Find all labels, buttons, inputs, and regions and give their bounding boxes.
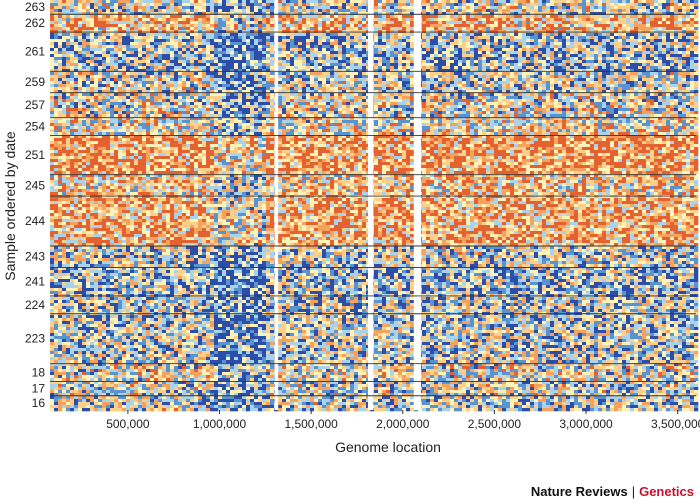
- x-tick-labels: 500,000 1,000,000 1,500,000 2,000,000 2,500,…: [106, 410, 700, 431]
- x-tick-label: 3,500,000: [651, 417, 700, 431]
- y-tick-label-241: 241: [25, 275, 45, 289]
- y-tick-label-243: 243: [25, 250, 45, 264]
- gap-2: [414, 0, 421, 410]
- y-tick-label-263: 263: [25, 0, 45, 14]
- x-axis-title: Genome location: [335, 439, 441, 455]
- y-tick-label-224: 224: [25, 298, 45, 312]
- gap-1: [368, 0, 373, 410]
- y-axis-title: Sample ordered by date: [2, 131, 18, 281]
- x-tick-label: 2,500,000: [468, 417, 522, 431]
- x-tick-label: 3,000,000: [559, 417, 613, 431]
- y-tick-label-254: 254: [25, 120, 45, 134]
- journal-credit: Nature Reviews | Genetics: [531, 484, 694, 499]
- y-tick-label-244: 244: [25, 214, 45, 228]
- y-tick-label-18: 18: [32, 366, 46, 380]
- y-tick-labels: 263 262 261 259 257 254 251 245 244 243 241 224 223 1…: [25, 0, 45, 410]
- journal-name: Genetics: [639, 484, 694, 499]
- credit-separator: |: [628, 484, 639, 499]
- y-tick-label-259: 259: [25, 75, 45, 89]
- y-tick-label-261: 261: [25, 45, 45, 59]
- x-tick-label: 2,000,000: [376, 417, 430, 431]
- x-tick-label: 1,000,000: [193, 417, 247, 431]
- x-tick-label: 1,500,000: [284, 417, 338, 431]
- y-tick-label-257: 257: [25, 98, 45, 112]
- publisher-name: Nature Reviews: [531, 484, 628, 499]
- x-tick-label: 500,000: [106, 417, 150, 431]
- y-tick-label-262: 262: [25, 16, 45, 30]
- heatmap-cells: [50, 0, 698, 411]
- y-tick-label-16: 16: [32, 396, 46, 410]
- y-tick-label-245: 245: [25, 178, 45, 192]
- y-tick-label-17: 17: [32, 382, 46, 396]
- gap-0: [274, 0, 278, 410]
- y-tick-label-223: 223: [25, 332, 45, 346]
- y-tick-label-251: 251: [25, 148, 45, 162]
